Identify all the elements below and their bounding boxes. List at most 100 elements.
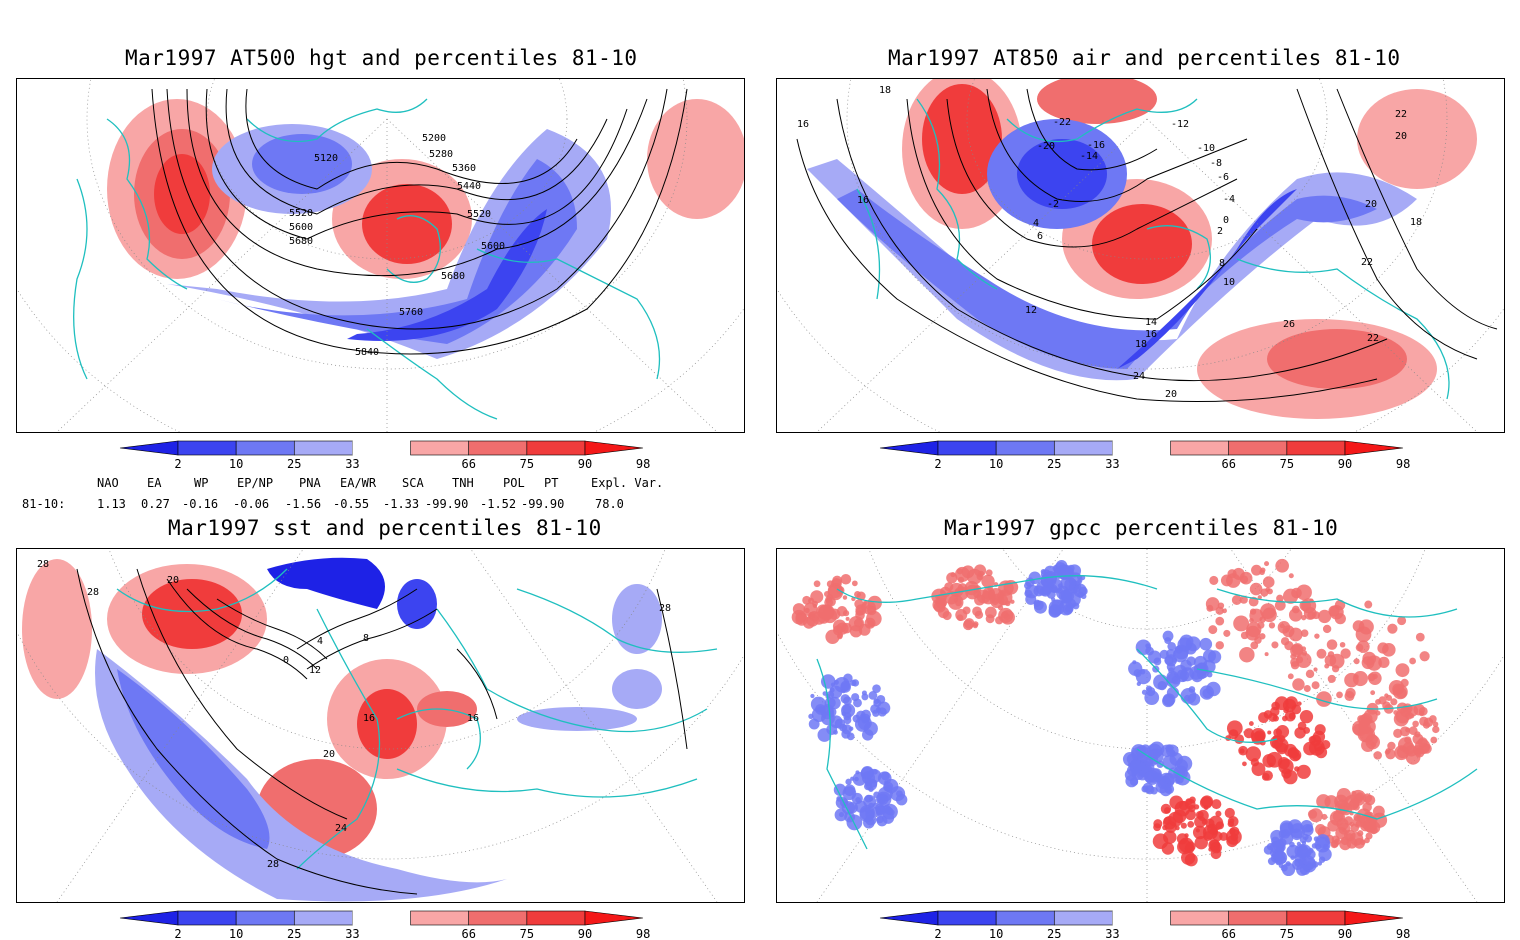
precip-patch (1125, 774, 1138, 788)
graticule (777, 79, 1504, 432)
precip-patch (1338, 803, 1346, 811)
precip-patch (1362, 802, 1372, 812)
precip-patch (1393, 728, 1403, 738)
precip-patch (1213, 845, 1221, 853)
precip-patch (1257, 595, 1262, 600)
svg-text:16: 16 (467, 713, 479, 724)
precip-patch (1176, 833, 1188, 845)
colorbar-box (352, 441, 411, 455)
svg-text:24: 24 (335, 823, 347, 834)
precip-patch (834, 718, 846, 729)
precip-patch (1384, 749, 1390, 755)
precip-patch (1367, 821, 1381, 834)
index-header-pt: PT (544, 476, 559, 490)
precip-patch (1051, 599, 1064, 612)
svg-text:18: 18 (879, 85, 891, 96)
colorbar-box (526, 910, 586, 926)
precip-patch (1286, 844, 1301, 859)
precip-patch (1145, 685, 1153, 692)
colorbar-gpcc: 2 10 25 33 66 75 90 98 (879, 910, 1410, 940)
index-row-label: 81-10: (22, 497, 66, 511)
precip-patch (1202, 649, 1217, 663)
precip-patch (1415, 632, 1425, 642)
precip-patch (1262, 576, 1275, 588)
precip-patch (1432, 721, 1439, 727)
precip-patch (851, 580, 858, 587)
svg-text:18: 18 (1410, 217, 1422, 228)
precip-patch (829, 685, 843, 699)
sst-contours (76, 568, 688, 895)
svg-text:24: 24 (1133, 371, 1145, 382)
precip-patch (963, 618, 975, 629)
svg-text:5200: 5200 (422, 133, 446, 144)
colorbar-tick-label: 75 (520, 457, 534, 470)
svg-text:20: 20 (1165, 389, 1177, 400)
precip-patch (1316, 691, 1332, 707)
precip-patch (933, 600, 946, 613)
panel-title-air: Mar1997 AT850 air and percentiles 81-10 (888, 46, 1401, 70)
precip-patch (817, 611, 830, 624)
precip-patch (1296, 584, 1312, 601)
precip-patch (1162, 694, 1175, 708)
svg-text:5120: 5120 (314, 153, 338, 164)
precip-patch (1284, 706, 1290, 712)
svg-text:22: 22 (1361, 257, 1373, 268)
precip-patch (1292, 858, 1304, 870)
svg-text:16: 16 (797, 119, 809, 130)
svg-text:20: 20 (167, 575, 179, 586)
precip-patch (1316, 648, 1327, 659)
svg-text:12: 12 (1025, 305, 1037, 316)
precip-patch (1248, 721, 1254, 726)
precip-patch (1268, 712, 1278, 722)
colorbar-tick-label: 66 (461, 457, 475, 470)
precip-patch (1215, 616, 1225, 626)
index-header-wp: WP (194, 476, 209, 490)
precip-patch (1352, 671, 1368, 687)
precip-patch (833, 679, 839, 685)
precip-patch (957, 583, 968, 593)
colorbar-box (177, 440, 237, 456)
precip-patch (1157, 680, 1167, 691)
precip-patch (1239, 646, 1255, 663)
precip-patch (1239, 748, 1245, 754)
precip-patch (1287, 673, 1294, 680)
precip-patch (1301, 598, 1317, 614)
precip-patch (1211, 799, 1222, 810)
svg-text:28: 28 (659, 603, 671, 614)
svg-text:20: 20 (323, 749, 335, 760)
colorbar-tick-label: 25 (287, 927, 301, 940)
precip-patch (872, 802, 879, 809)
precip-patch (1364, 600, 1373, 609)
precip-patch (861, 693, 869, 701)
index-value-wp: -0.16 (182, 497, 219, 511)
precip-patch (1296, 764, 1311, 779)
precip-patch (1318, 856, 1326, 863)
precip-patch (1184, 843, 1195, 854)
precip-patch (972, 622, 978, 629)
svg-text:-2: -2 (1047, 199, 1059, 210)
contour-labels: 18 16 16 -22 -20 -16 -14 -12 -10 -8 -6 -… (797, 85, 1422, 400)
svg-text:20: 20 (1395, 131, 1407, 142)
precip-patch (1200, 795, 1214, 808)
precip-patch (1373, 751, 1382, 760)
precip-patch (1179, 634, 1194, 649)
precip-patch (1324, 663, 1330, 669)
svg-text:0: 0 (1223, 215, 1229, 226)
precip-patch (1249, 582, 1263, 596)
precip-patch (1264, 652, 1269, 657)
precip-patch (1355, 792, 1365, 802)
precip-patch (974, 594, 986, 606)
precip-patch (841, 729, 851, 739)
svg-text:5440: 5440 (457, 181, 481, 192)
colorbar-box (177, 910, 237, 926)
precip-patch (1153, 772, 1163, 782)
precip-patch (876, 791, 892, 807)
colorbar-box (352, 911, 411, 925)
precip-patch (1340, 648, 1351, 659)
svg-text:5680: 5680 (441, 271, 465, 282)
precip-patch (868, 691, 878, 700)
precip-patch (1292, 678, 1305, 691)
precip-patch (1000, 610, 1015, 625)
colorbar-tick-label: 90 (1338, 927, 1352, 940)
precip-patch (1314, 836, 1331, 853)
